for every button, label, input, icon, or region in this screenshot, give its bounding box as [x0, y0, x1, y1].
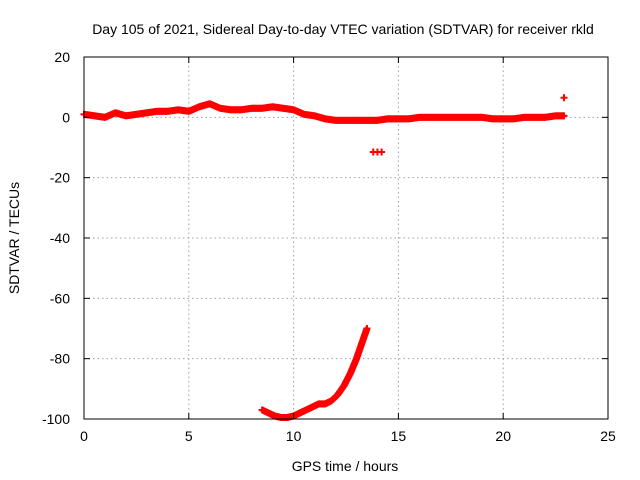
y-tick-label: 20 — [54, 49, 70, 65]
y-tick-label: -40 — [50, 230, 70, 246]
x-axis-label: GPS time / hours — [292, 458, 399, 474]
x-tick-label: 15 — [391, 428, 407, 444]
y-tick-label: -80 — [50, 351, 70, 367]
data-point — [363, 325, 371, 332]
x-tick-label: 20 — [495, 428, 511, 444]
y-tick-label: -100 — [42, 411, 70, 427]
data-point — [560, 112, 568, 120]
chart-title: Day 105 of 2021, Sidereal Day-to-day VTE… — [92, 21, 594, 37]
data-point — [378, 148, 386, 156]
x-tick-label: 5 — [185, 428, 193, 444]
y-tick-label: -60 — [50, 290, 70, 306]
tick-labels: 0 5 10 15 20 25 -100 -80 -60 -40 -20 0 20 — [42, 49, 616, 444]
x-tick-label: 25 — [600, 428, 616, 444]
y-tick-label: -20 — [50, 170, 70, 186]
axis-ticks — [83, 56, 609, 420]
x-tick-label: 0 — [80, 428, 88, 444]
y-tick-label: 0 — [62, 109, 70, 125]
data-point — [560, 94, 568, 102]
x-tick-label: 10 — [286, 428, 302, 444]
y-axis-label: SDTVAR / TECUs — [6, 182, 22, 294]
data-points — [80, 94, 568, 421]
